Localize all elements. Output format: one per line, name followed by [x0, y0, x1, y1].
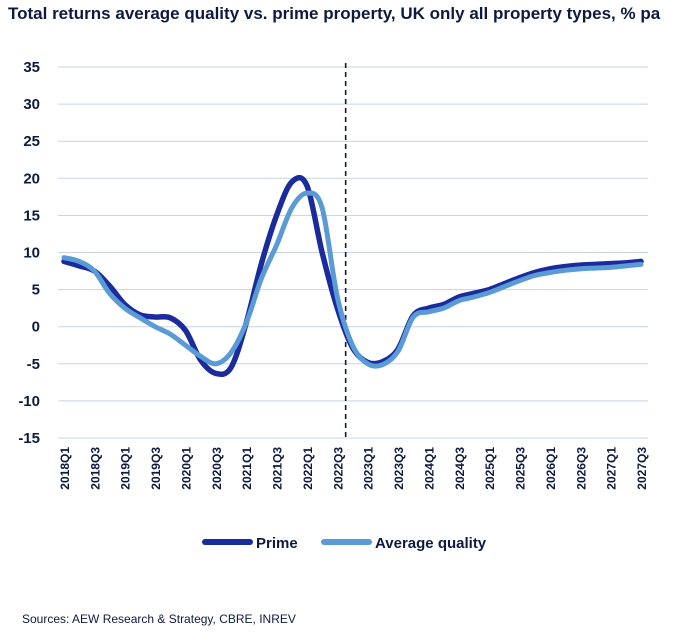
y-tick-label: 15	[23, 207, 40, 224]
x-tick-label: 2018Q1	[58, 447, 72, 490]
x-tick-label: 2027Q3	[635, 447, 649, 490]
y-tick-label: -15	[18, 430, 40, 447]
x-tick-label: 2020Q1	[179, 447, 193, 490]
x-tick-label: 2021Q1	[240, 447, 254, 490]
y-tick-label: 0	[32, 319, 40, 336]
series-lines	[61, 174, 644, 378]
x-tick-label: 2020Q3	[210, 447, 224, 490]
x-tick-label: 2026Q1	[544, 447, 558, 490]
legend-label-prime: Prime	[256, 535, 298, 552]
legend: Prime Average quality	[202, 535, 487, 552]
source-note: Sources: AEW Research & Strategy, CBRE, …	[22, 612, 296, 626]
x-tick-label: 2025Q3	[514, 447, 528, 490]
y-tick-label: 35	[23, 59, 40, 76]
x-tick-label: 2023Q1	[362, 447, 376, 490]
x-tick-label: 2027Q1	[605, 447, 619, 490]
x-tick-label: 2026Q3	[574, 447, 588, 490]
x-tick-label: 2023Q3	[392, 447, 406, 490]
series-line-average-quality	[61, 190, 644, 369]
y-tick-label: 25	[23, 133, 40, 150]
legend-label-average-quality: Average quality	[375, 535, 487, 552]
x-axis-tick-labels: 2018Q1 2018Q3 2019Q1 2019Q3 2020Q1 2020Q3 2021…	[58, 447, 649, 490]
y-tick-label: -5	[27, 356, 40, 373]
y-tick-label: 30	[23, 96, 40, 113]
x-tick-label: 2022Q3	[331, 447, 345, 490]
y-axis-tick-labels: 35 30 25 20 15 10 5 0 -5 -10 -15	[18, 59, 40, 447]
gridlines	[58, 66, 648, 439]
x-tick-label: 2022Q1	[301, 447, 315, 490]
x-tick-label: 2019Q3	[149, 447, 163, 490]
x-tick-label: 2025Q1	[483, 447, 497, 490]
x-tick-label: 2018Q3	[88, 447, 102, 490]
y-tick-label: 10	[23, 245, 40, 262]
x-tick-label: 2024Q3	[453, 447, 467, 490]
x-tick-label: 2019Q1	[119, 447, 133, 490]
x-tick-label: 2021Q3	[271, 447, 285, 490]
y-tick-label: 20	[23, 170, 40, 187]
y-tick-label: -10	[18, 393, 40, 410]
y-tick-label: 5	[32, 282, 40, 299]
x-tick-label: 2024Q1	[422, 447, 436, 490]
chart-title: Total returns average quality vs. prime …	[8, 4, 661, 23]
